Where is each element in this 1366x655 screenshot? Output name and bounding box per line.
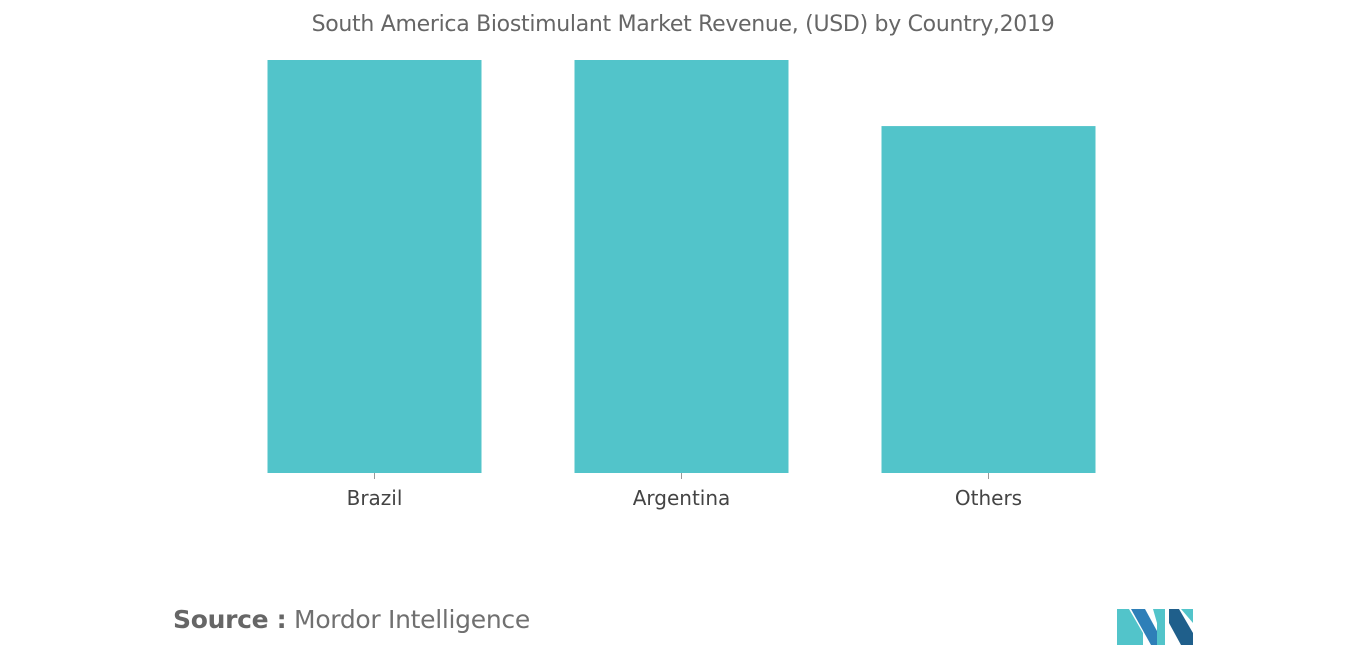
source-attribution: Source : Mordor Intelligence xyxy=(173,605,530,634)
bars-layer xyxy=(267,60,1096,473)
x-tick-label: Argentina xyxy=(633,486,731,510)
x-tick-label: Brazil xyxy=(347,486,403,510)
bar-argentina xyxy=(574,60,789,473)
bar-chart: Brazil Argentina Others xyxy=(267,60,1096,510)
bar-others xyxy=(881,126,1096,473)
x-tick-label: Others xyxy=(955,486,1022,510)
x-axis: Brazil Argentina Others xyxy=(347,473,1022,510)
chart-title: South America Biostimulant Market Revenu… xyxy=(311,12,1055,37)
mordor-intelligence-logo-icon xyxy=(1117,609,1193,645)
source-label: Source : xyxy=(173,605,287,634)
source-name: Mordor Intelligence xyxy=(294,605,530,634)
bar-brazil xyxy=(267,60,482,473)
